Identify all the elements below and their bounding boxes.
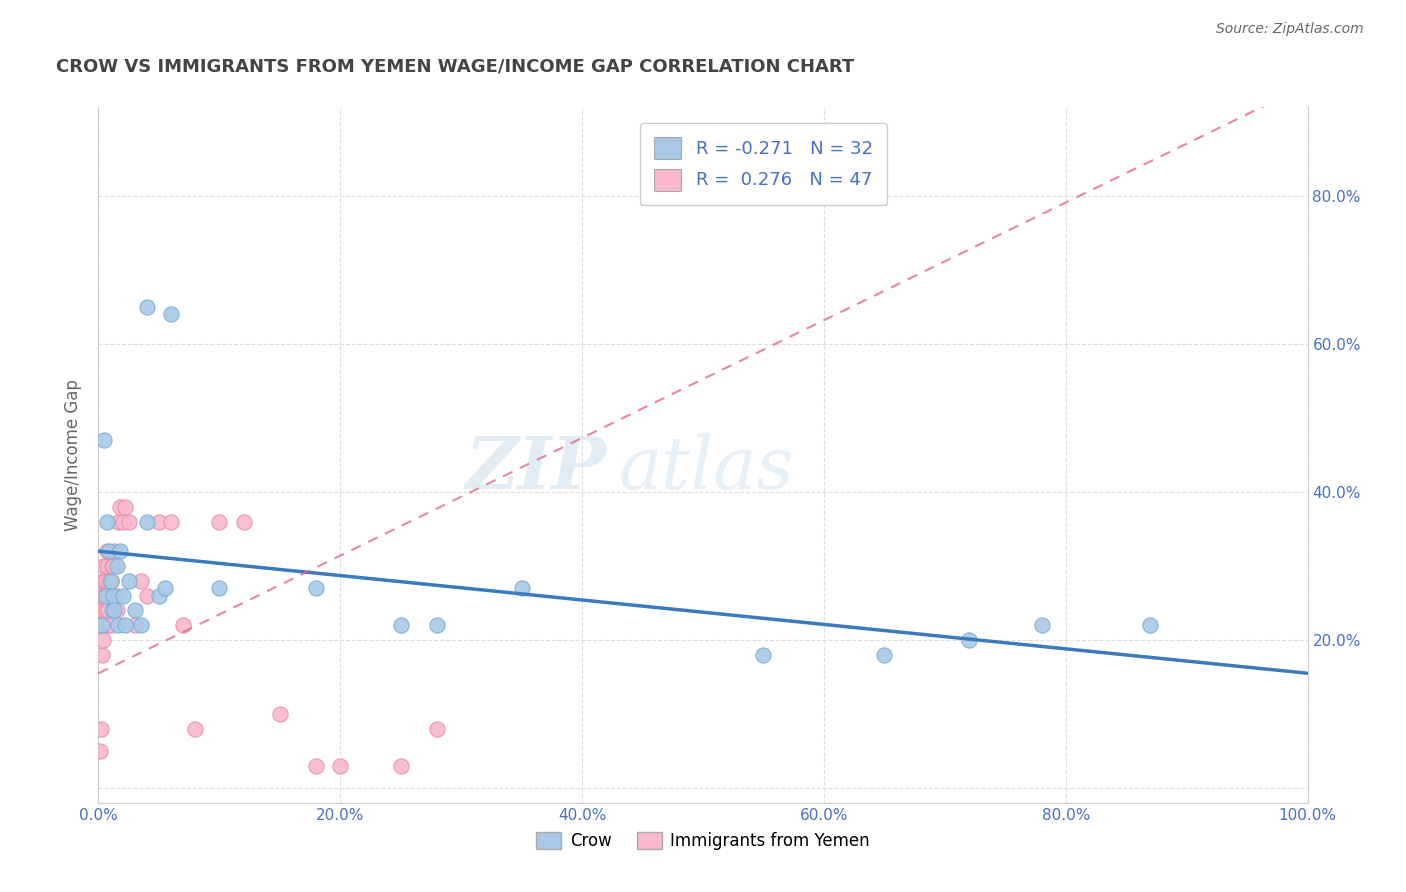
Point — [91, 648, 114, 662]
Point — [103, 603, 125, 617]
Point — [135, 300, 157, 314]
Point — [160, 515, 183, 529]
Point — [114, 500, 136, 514]
Point — [100, 574, 122, 588]
Text: CROW VS IMMIGRANTS FROM YEMEN WAGE/INCOME GAP CORRELATION CHART: CROW VS IMMIGRANTS FROM YEMEN WAGE/INCOM… — [56, 58, 855, 76]
Point — [105, 589, 128, 603]
Point — [107, 618, 129, 632]
Point — [105, 558, 128, 573]
Point — [124, 603, 146, 617]
Point — [135, 589, 157, 603]
Point — [111, 589, 134, 603]
Point — [426, 618, 449, 632]
Point — [208, 581, 231, 595]
Point — [101, 589, 124, 603]
Point — [94, 574, 117, 588]
Point — [208, 515, 231, 529]
Point — [184, 722, 207, 736]
Point — [98, 574, 121, 588]
Point — [94, 603, 117, 617]
Point — [101, 558, 124, 573]
Point — [957, 632, 980, 647]
Point — [232, 515, 254, 529]
Point — [91, 574, 114, 588]
Point — [269, 706, 291, 721]
Point — [114, 618, 136, 632]
Point — [91, 618, 114, 632]
Point — [97, 603, 120, 617]
Point — [111, 515, 134, 529]
Point — [108, 544, 131, 558]
Point — [103, 544, 125, 558]
Point — [93, 558, 115, 573]
Point — [90, 618, 112, 632]
Point — [510, 581, 533, 595]
Point — [1139, 618, 1161, 632]
Point — [105, 603, 128, 617]
Legend: Crow, Immigrants from Yemen: Crow, Immigrants from Yemen — [530, 826, 876, 857]
Point — [118, 515, 141, 529]
Point — [93, 589, 115, 603]
Point — [100, 558, 122, 573]
Point — [426, 722, 449, 736]
Y-axis label: Wage/Income Gap: Wage/Income Gap — [65, 379, 83, 531]
Text: Source: ZipAtlas.com: Source: ZipAtlas.com — [1216, 22, 1364, 37]
Point — [97, 618, 120, 632]
Point — [91, 603, 114, 617]
Point — [873, 648, 896, 662]
Point — [108, 500, 131, 514]
Point — [389, 618, 412, 632]
Point — [94, 589, 117, 603]
Point — [148, 589, 170, 603]
Point — [91, 618, 114, 632]
Point — [305, 759, 328, 773]
Point — [172, 618, 194, 632]
Point — [752, 648, 775, 662]
Point — [1031, 618, 1053, 632]
Point — [160, 307, 183, 321]
Point — [91, 589, 114, 603]
Point — [91, 632, 114, 647]
Point — [89, 744, 111, 758]
Text: atlas: atlas — [619, 434, 794, 504]
Point — [93, 433, 115, 447]
Point — [107, 515, 129, 529]
Point — [124, 618, 146, 632]
Point — [118, 574, 141, 588]
Point — [98, 589, 121, 603]
Point — [100, 603, 122, 617]
Point — [90, 722, 112, 736]
Point — [93, 574, 115, 588]
Point — [389, 759, 412, 773]
Point — [129, 618, 152, 632]
Point — [96, 515, 118, 529]
Point — [98, 544, 121, 558]
Point — [96, 544, 118, 558]
Point — [305, 581, 328, 595]
Point — [96, 558, 118, 573]
Point — [100, 574, 122, 588]
Point — [129, 574, 152, 588]
Point — [100, 618, 122, 632]
Point — [135, 515, 157, 529]
Point — [148, 515, 170, 529]
Point — [329, 759, 352, 773]
Text: ZIP: ZIP — [465, 434, 606, 504]
Point — [153, 581, 176, 595]
Point — [91, 603, 114, 617]
